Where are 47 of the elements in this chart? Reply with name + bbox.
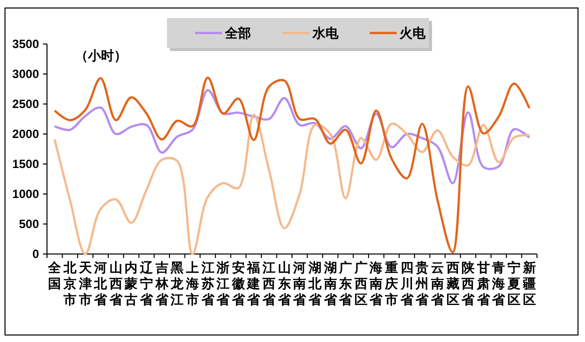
y-tick-label: 3500 bbox=[12, 37, 40, 52]
x-tick-label: 陕西省 bbox=[460, 260, 476, 307]
x-tick-label: 湖南省 bbox=[322, 260, 338, 307]
x-tick-label: 山东省 bbox=[276, 260, 292, 307]
x-tick-label: 湖北省 bbox=[307, 260, 322, 307]
y-tick-label: 2500 bbox=[12, 97, 40, 112]
x-tick-label: 内蒙古 bbox=[124, 260, 138, 307]
x-tick-label: 广西区 bbox=[353, 260, 368, 307]
x-tick-label: 河北省 bbox=[93, 260, 108, 307]
legend-label: 水电 bbox=[311, 26, 340, 41]
x-tick-label: 福建省 bbox=[246, 260, 262, 307]
y-axis-title: （小时） bbox=[75, 48, 127, 63]
x-tick-label: 吉林省 bbox=[154, 260, 170, 307]
x-tick-label: 甘肃省 bbox=[476, 260, 491, 307]
x-tick-label: 北京市 bbox=[62, 260, 78, 307]
x-tick-label: 山西省 bbox=[108, 260, 124, 307]
x-tick-label: 辽宁省 bbox=[139, 260, 154, 307]
x-tick-label: 上海市 bbox=[184, 260, 199, 307]
y-tick-label: 500 bbox=[18, 217, 40, 232]
x-tick-label: 云南省 bbox=[430, 260, 445, 307]
x-tick-label: 西藏区 bbox=[445, 260, 460, 307]
x-tick-label: 青海省 bbox=[491, 260, 506, 307]
line-series bbox=[54, 114, 530, 256]
x-tick-label: 全国 bbox=[47, 260, 62, 291]
x-tick-label: 广东省 bbox=[338, 260, 354, 307]
x-tick-label: 宁夏区 bbox=[506, 260, 521, 307]
y-tick-label: 1000 bbox=[12, 187, 40, 202]
y-tick-label: 3000 bbox=[12, 67, 40, 82]
line-series bbox=[54, 76, 530, 254]
line-series bbox=[54, 89, 530, 184]
x-tick-label: 黑龙江 bbox=[170, 260, 185, 307]
x-tick-label: 贵州省 bbox=[414, 260, 430, 307]
x-tick-label: 江苏省 bbox=[200, 260, 216, 307]
x-tick-label: 浙江省 bbox=[216, 260, 231, 307]
x-tick-label: 四川省 bbox=[399, 260, 414, 307]
x-tick-label: 新疆区 bbox=[522, 260, 536, 307]
y-tick-label: 0 bbox=[32, 247, 40, 262]
legend-label: 全部 bbox=[224, 26, 251, 41]
legend-label: 火电 bbox=[398, 26, 427, 41]
x-tick-label: 河南省 bbox=[292, 260, 308, 307]
x-tick-label: 海南省 bbox=[368, 260, 384, 307]
y-tick-label: 1500 bbox=[12, 157, 40, 172]
y-tick-label: 2000 bbox=[12, 127, 40, 142]
x-tick-label: 天津市 bbox=[78, 260, 93, 307]
x-tick-label: 重庆市 bbox=[384, 260, 398, 307]
x-tick-label: 江西省 bbox=[262, 260, 277, 307]
x-tick-label: 安徽省 bbox=[230, 260, 246, 307]
